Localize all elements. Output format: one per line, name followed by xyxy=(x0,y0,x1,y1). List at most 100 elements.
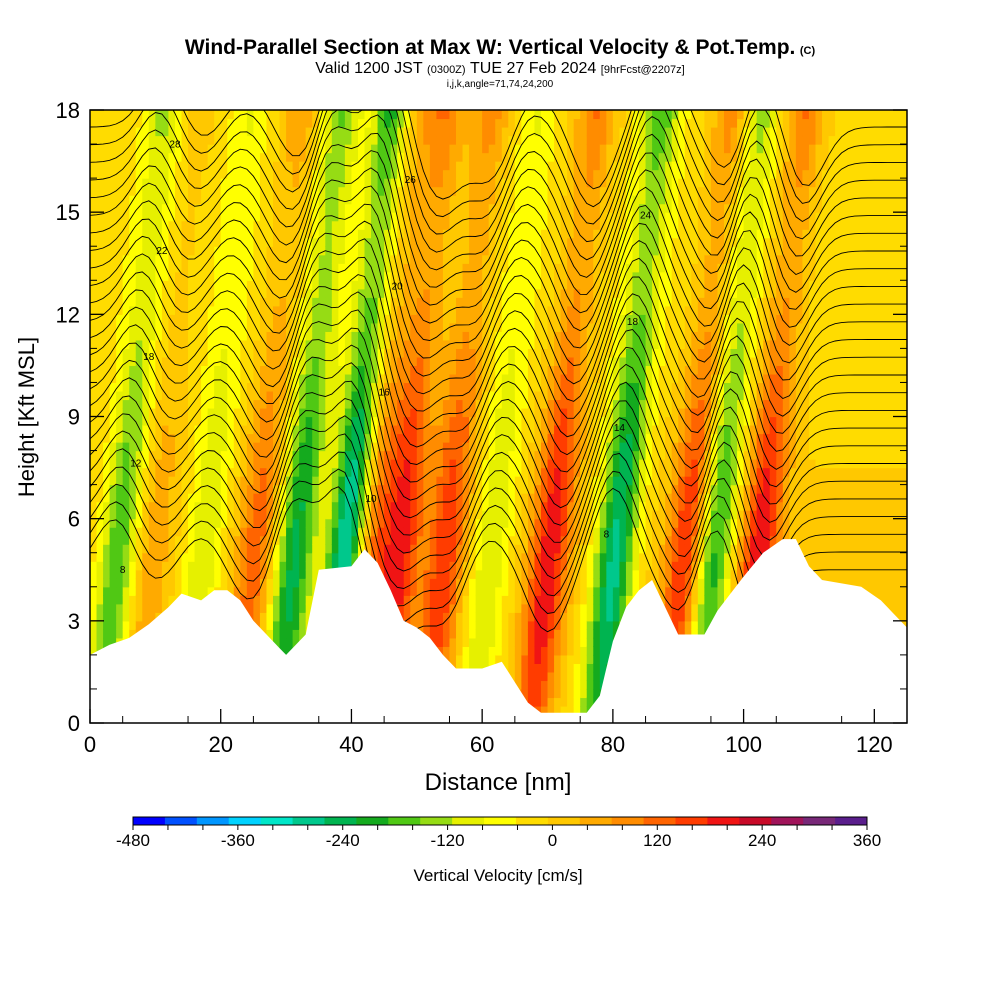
field-cell xyxy=(527,586,536,596)
field-cell xyxy=(292,373,300,384)
field-cell xyxy=(214,569,222,579)
field-cell xyxy=(318,186,326,196)
field-cell xyxy=(410,331,418,341)
field-cell xyxy=(371,203,379,213)
field-cell xyxy=(482,425,490,435)
field-cell xyxy=(109,118,117,128)
field-cell xyxy=(495,331,503,341)
field-cell xyxy=(174,586,183,596)
field-cell xyxy=(246,535,254,545)
field-cell xyxy=(90,459,98,469)
field-cell xyxy=(266,390,274,401)
field-cell xyxy=(403,314,411,324)
field-cell xyxy=(527,425,536,435)
field-cell xyxy=(240,195,248,205)
field-cell xyxy=(508,484,516,494)
field-cell xyxy=(371,416,379,426)
field-cell xyxy=(456,518,464,528)
field-cell xyxy=(371,254,379,264)
field-cell xyxy=(416,510,424,520)
field-cell xyxy=(377,339,385,349)
field-cell xyxy=(469,544,477,554)
field-cell xyxy=(174,135,183,145)
field-cell xyxy=(357,407,366,418)
field-cell xyxy=(266,110,274,120)
field-cell xyxy=(482,365,490,375)
field-cell xyxy=(122,178,130,188)
field-cell xyxy=(377,212,385,222)
field-cell xyxy=(207,314,215,324)
field-cell xyxy=(174,161,183,171)
field-cell xyxy=(299,365,307,375)
field-cell xyxy=(90,425,98,435)
field-cell xyxy=(534,671,542,682)
field-cell xyxy=(501,135,509,145)
field-cell xyxy=(462,271,470,281)
field-cell xyxy=(220,271,228,281)
field-cell xyxy=(240,331,248,341)
field-cell xyxy=(129,288,137,298)
field-cell xyxy=(233,127,241,137)
field-cell xyxy=(253,314,261,324)
field-cell xyxy=(305,110,313,120)
field-cell xyxy=(142,152,150,162)
field-cell xyxy=(116,510,124,520)
field-cell xyxy=(142,356,150,367)
field-cell xyxy=(534,578,542,588)
field-cell xyxy=(534,535,542,545)
field-cell xyxy=(233,152,241,162)
field-cell xyxy=(116,237,124,247)
field-cell xyxy=(148,373,156,384)
field-cell xyxy=(129,169,137,179)
field-cell xyxy=(292,356,300,367)
field-cell xyxy=(514,637,522,647)
field-cell xyxy=(475,135,483,145)
field-cell xyxy=(527,390,536,401)
field-cell xyxy=(220,229,228,239)
field-cell xyxy=(364,399,372,409)
field-cell xyxy=(397,442,405,452)
field-cell xyxy=(449,229,457,239)
field-cell xyxy=(449,535,457,545)
field-cell xyxy=(429,254,438,264)
field-cell xyxy=(534,254,542,264)
field-cell xyxy=(357,178,366,188)
field-cell xyxy=(188,433,196,443)
field-cell xyxy=(116,178,124,188)
field-cell xyxy=(312,561,320,571)
field-cell xyxy=(410,271,418,281)
field-cell xyxy=(501,348,509,358)
field-cell xyxy=(462,152,470,162)
field-cell xyxy=(286,561,294,571)
field-cell xyxy=(103,586,111,596)
field-cell xyxy=(90,322,98,332)
field-cell xyxy=(338,263,346,273)
field-cell xyxy=(161,544,170,554)
field-cell xyxy=(462,297,470,307)
field-cell xyxy=(384,442,392,452)
field-cell xyxy=(148,518,156,528)
field-cell xyxy=(279,595,287,605)
field-cell xyxy=(397,586,405,596)
field-cell xyxy=(148,356,156,367)
field-cell xyxy=(442,552,451,562)
field-cell xyxy=(227,237,235,247)
field-cell xyxy=(469,407,477,418)
field-cell xyxy=(246,450,254,460)
field-cell xyxy=(410,186,418,196)
field-cell xyxy=(442,535,451,545)
field-cell xyxy=(429,365,438,375)
field-cell xyxy=(357,390,366,401)
field-cell xyxy=(482,246,490,256)
field-cell xyxy=(253,237,261,247)
field-cell xyxy=(116,544,124,554)
field-cell xyxy=(351,331,359,341)
field-cell xyxy=(488,365,496,375)
field-cell xyxy=(534,484,542,494)
field-cell xyxy=(129,407,137,418)
field-cell xyxy=(155,527,163,537)
field-cell xyxy=(286,476,294,486)
field-cell xyxy=(469,646,477,656)
field-cell xyxy=(240,501,248,511)
field-cell xyxy=(135,578,143,588)
